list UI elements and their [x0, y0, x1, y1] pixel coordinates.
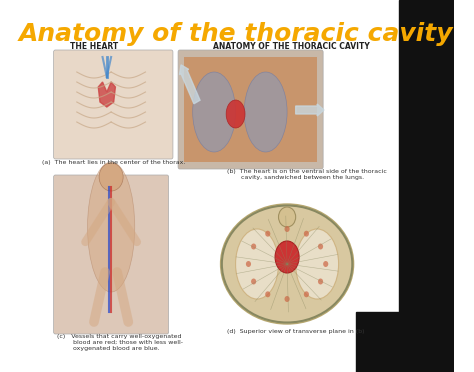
Text: (d)  Superior view of transverse plane in (b): (d) Superior view of transverse plane in…	[227, 329, 365, 334]
Circle shape	[265, 291, 270, 297]
FancyBboxPatch shape	[178, 50, 323, 169]
Circle shape	[251, 279, 256, 285]
Circle shape	[284, 296, 290, 302]
FancyArrow shape	[296, 104, 324, 116]
Circle shape	[246, 261, 251, 267]
Circle shape	[323, 261, 328, 267]
Circle shape	[284, 226, 290, 232]
Circle shape	[279, 207, 296, 227]
Ellipse shape	[296, 229, 338, 299]
Text: ANATOMY OF THE THORACIC CAVITY: ANATOMY OF THE THORACIC CAVITY	[213, 42, 370, 51]
Circle shape	[318, 244, 323, 250]
Ellipse shape	[88, 162, 135, 292]
Ellipse shape	[226, 100, 245, 128]
Bar	[399, 0, 454, 372]
FancyBboxPatch shape	[54, 175, 169, 334]
Circle shape	[318, 279, 323, 285]
Circle shape	[99, 163, 123, 191]
Circle shape	[304, 291, 309, 297]
Text: (c)   Vessels that carry well-oxygenated
        blood are red; those with less : (c) Vessels that carry well-oxygenated b…	[57, 334, 183, 350]
Circle shape	[251, 244, 256, 250]
Bar	[184, 57, 317, 162]
FancyBboxPatch shape	[54, 50, 173, 159]
Ellipse shape	[192, 72, 236, 152]
Bar	[356, 312, 403, 372]
Ellipse shape	[220, 204, 354, 324]
Circle shape	[265, 231, 270, 237]
Text: THE HEART: THE HEART	[70, 42, 118, 51]
FancyArrow shape	[180, 65, 200, 104]
Polygon shape	[98, 82, 115, 107]
Circle shape	[304, 231, 309, 237]
Text: (a)  The heart lies in the center of the thorax.: (a) The heart lies in the center of the …	[42, 160, 185, 165]
Ellipse shape	[236, 229, 279, 299]
Text: Anatomy of the thoracic cavity: Anatomy of the thoracic cavity	[18, 22, 453, 46]
Text: (b)  The heart is on the ventral side of the thoracic
       cavity, sandwiched : (b) The heart is on the ventral side of …	[227, 169, 387, 180]
Ellipse shape	[244, 72, 287, 152]
Ellipse shape	[275, 241, 299, 273]
